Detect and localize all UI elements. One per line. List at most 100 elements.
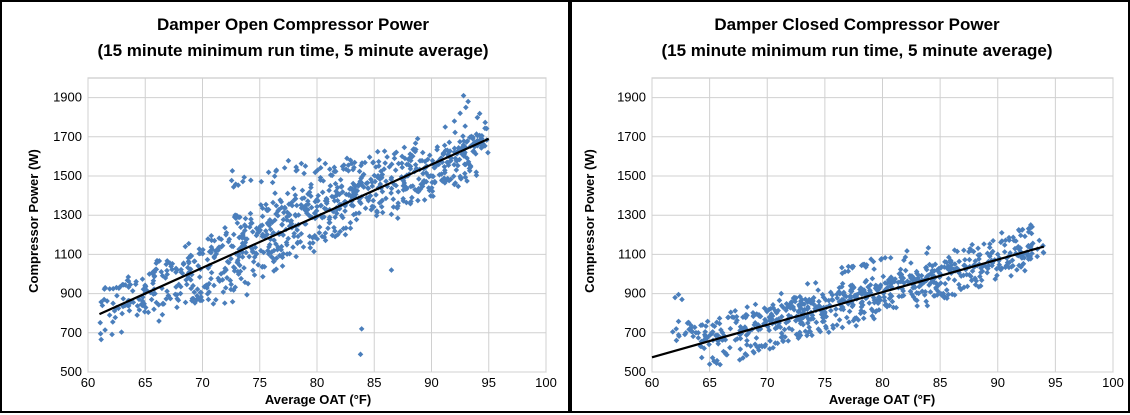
data-point xyxy=(419,149,426,156)
data-point xyxy=(336,205,343,212)
data-point xyxy=(252,244,259,251)
data-point xyxy=(970,248,977,255)
data-point xyxy=(689,328,696,335)
data-point xyxy=(829,296,835,303)
data-point xyxy=(213,297,219,303)
data-point xyxy=(168,263,174,270)
data-point xyxy=(859,286,865,293)
data-point xyxy=(284,217,290,223)
data-point xyxy=(315,192,322,199)
data-point xyxy=(439,178,446,184)
data-point xyxy=(267,217,273,223)
data-point xyxy=(407,151,413,157)
data-point xyxy=(332,180,339,187)
data-point xyxy=(473,131,480,137)
data-point xyxy=(420,180,427,187)
data-point xyxy=(863,277,870,284)
data-point xyxy=(464,178,470,184)
data-point xyxy=(213,251,220,257)
data-point xyxy=(292,195,299,202)
data-point xyxy=(750,312,757,319)
data-point xyxy=(455,183,462,190)
data-point xyxy=(675,291,682,298)
data-point xyxy=(985,262,992,269)
data-point xyxy=(345,168,352,174)
data-point xyxy=(399,160,405,167)
data-point xyxy=(139,298,146,304)
data-point xyxy=(331,224,337,231)
data-point xyxy=(174,295,180,302)
data-point xyxy=(908,260,914,266)
x-axis-label: Average OAT (°F) xyxy=(265,392,371,407)
data-point xyxy=(350,166,356,173)
data-point xyxy=(306,189,313,195)
data-point xyxy=(277,197,283,203)
data-point xyxy=(242,227,248,234)
data-point xyxy=(482,119,489,126)
data-point xyxy=(695,335,702,341)
data-point xyxy=(882,254,888,261)
data-point xyxy=(246,253,252,260)
data-point xyxy=(323,195,330,202)
data-point xyxy=(310,240,316,246)
data-point xyxy=(302,163,309,169)
data-point xyxy=(364,180,371,186)
data-point xyxy=(462,123,468,129)
data-point xyxy=(941,264,948,270)
data-point xyxy=(401,144,408,151)
data-point xyxy=(120,295,127,302)
data-point xyxy=(766,327,772,334)
data-point xyxy=(942,259,948,265)
data-point xyxy=(236,262,243,269)
data-point xyxy=(196,246,203,252)
data-point xyxy=(237,224,244,231)
data-point xyxy=(174,304,180,311)
data-point xyxy=(836,288,842,295)
data-point xyxy=(182,299,189,306)
data-point xyxy=(208,237,215,244)
data-point xyxy=(766,346,773,352)
data-point xyxy=(887,255,894,261)
data-point xyxy=(342,231,349,238)
data-point xyxy=(914,297,920,304)
data-point xyxy=(740,314,746,320)
x-tick-label: 60 xyxy=(645,375,659,390)
data-point xyxy=(226,259,232,266)
data-point xyxy=(860,315,867,322)
data-point xyxy=(888,293,895,299)
data-point xyxy=(409,183,416,189)
data-point xyxy=(727,344,733,351)
data-point xyxy=(770,302,776,308)
data-point xyxy=(259,231,266,238)
data-point xyxy=(823,313,830,320)
data-point xyxy=(902,254,909,260)
data-point xyxy=(212,248,219,255)
data-point xyxy=(298,160,305,167)
data-point xyxy=(378,203,385,210)
data-point xyxy=(984,250,991,257)
data-point xyxy=(386,164,393,170)
data-point xyxy=(418,181,424,188)
data-point xyxy=(936,265,942,272)
data-point xyxy=(127,281,134,288)
data-point xyxy=(722,350,729,356)
data-point xyxy=(206,289,212,295)
data-point xyxy=(303,202,309,209)
data-point xyxy=(456,156,463,163)
data-point xyxy=(109,331,115,338)
data-point xyxy=(455,145,462,151)
data-point xyxy=(241,242,248,249)
data-point xyxy=(783,305,790,311)
data-point xyxy=(848,286,855,293)
data-point xyxy=(900,288,906,294)
data-point xyxy=(267,226,274,233)
data-point xyxy=(1007,250,1013,256)
data-point xyxy=(244,291,250,298)
data-point xyxy=(97,330,104,337)
data-point xyxy=(223,229,230,236)
data-point xyxy=(406,155,413,161)
y-tick-label: 1700 xyxy=(53,129,82,144)
data-point xyxy=(238,275,244,282)
data-point xyxy=(133,278,139,285)
data-point xyxy=(250,267,256,274)
